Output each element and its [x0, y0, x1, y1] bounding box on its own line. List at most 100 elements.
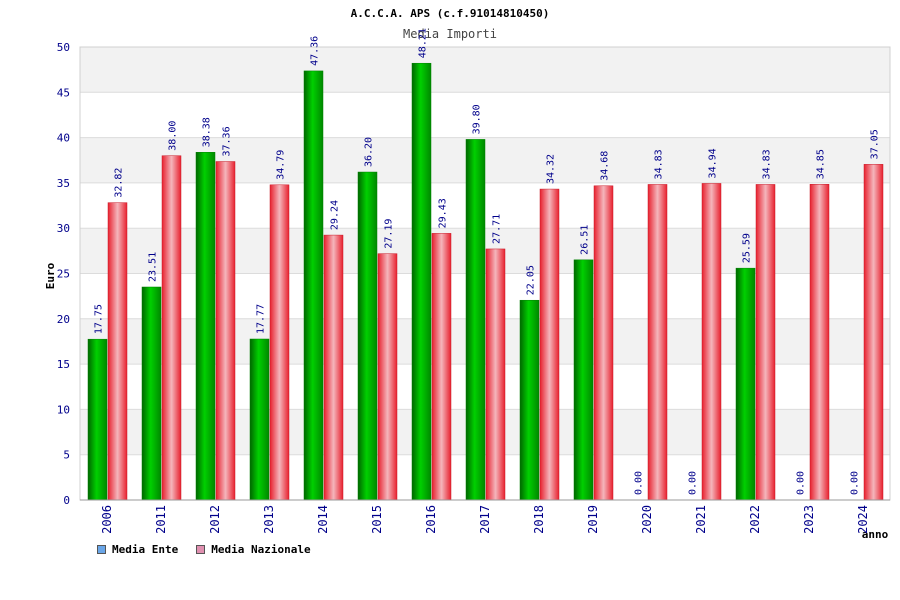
x-tick-label: 2014 [316, 505, 330, 534]
legend-item-media-ente: Media Ente [97, 543, 178, 556]
x-tick-label: 2017 [478, 505, 492, 534]
legend-label-media-nazionale: Media Nazionale [211, 543, 311, 556]
y-tick-label: 5 [63, 449, 70, 462]
x-tick-label: 2018 [532, 505, 546, 534]
legend-item-media-nazionale: Media Nazionale [196, 543, 311, 556]
bar-value-label: 48.21 [418, 28, 429, 58]
bar-media-ente [465, 139, 486, 501]
bar-value-labels: 17.75 32.82 23.51 38.00 38.38 37.36 17.77 34.79… [94, 28, 881, 495]
bar-value-label: 23.51 [148, 252, 159, 282]
bar-value-label: 27.19 [384, 219, 395, 249]
bar-value-label: 29.24 [330, 200, 341, 230]
x-tick-label: 2011 [154, 505, 168, 534]
bar-value-label: 34.68 [600, 151, 611, 181]
y-tick-label: 0 [63, 494, 70, 507]
bar-value-label: 34.79 [276, 150, 287, 180]
y-tick-label: 25 [57, 268, 70, 281]
bar-value-label: 27.71 [492, 214, 503, 244]
bar-value-label: 47.36 [310, 36, 321, 66]
bar-value-label: 34.94 [708, 148, 719, 178]
bar-media-nazionale [539, 188, 560, 501]
x-tick-label: 2020 [640, 505, 654, 534]
bar-media-ente [519, 299, 540, 501]
bar-value-label: 37.05 [870, 129, 881, 159]
bar-value-label: 22.05 [526, 265, 537, 295]
bar-media-ente [573, 259, 594, 501]
bar-value-label: 0.00 [796, 471, 807, 495]
x-tick-label: 2023 [802, 505, 816, 534]
bar-media-nazionale [323, 234, 344, 501]
y-tick-label: 35 [57, 177, 70, 190]
x-tick-label: 2021 [694, 505, 708, 534]
y-tick-label: 20 [57, 313, 70, 326]
bar-value-label: 0.00 [634, 471, 645, 495]
bar-media-nazionale [161, 155, 182, 501]
bar-value-label: 32.82 [114, 168, 125, 198]
bar-media-ente [195, 152, 216, 501]
x-tick-label: 2022 [748, 505, 762, 534]
x-tick-label: 2013 [262, 505, 276, 534]
y-tick-label: 10 [57, 403, 70, 416]
bar-media-nazionale [863, 164, 884, 501]
bar-media-nazionale [755, 184, 776, 501]
bar-media-nazionale [809, 184, 830, 501]
bar-value-label: 34.83 [654, 149, 665, 179]
bars [87, 62, 884, 501]
bar-value-label: 34.85 [816, 149, 827, 179]
bar-media-ente [87, 338, 108, 501]
bar-media-ente [249, 338, 270, 501]
bar-media-ente [357, 171, 378, 501]
x-axis-ticks: 2006 2011 2012 2013 2014 2015 2016 2017 2018 2019… [100, 505, 870, 534]
bar-value-label: 37.36 [222, 126, 233, 156]
chart-subtitle: Media Importi [403, 27, 497, 41]
bar-media-nazionale [107, 202, 128, 501]
bar-media-ente [411, 62, 432, 501]
bar-value-label: 0.00 [850, 471, 861, 495]
bar-value-label: 25.59 [742, 233, 753, 263]
x-tick-label: 2015 [370, 505, 384, 534]
bar-value-label: 17.75 [94, 304, 105, 334]
bar-value-label: 17.77 [256, 304, 267, 334]
bar-media-ente [735, 267, 756, 501]
bar-value-label: 29.43 [438, 198, 449, 228]
bar-value-label: 34.32 [546, 154, 557, 184]
y-tick-label: 40 [57, 132, 70, 145]
bar-value-label: 26.51 [580, 225, 591, 255]
bar-media-nazionale [269, 184, 290, 501]
chart-title: A.C.C.A. APS (c.f.91014810450) [351, 7, 550, 20]
bar-media-nazionale [431, 233, 452, 501]
y-axis-ticks: 0 5 10 15 20 25 30 35 40 45 50 [57, 41, 70, 507]
bar-media-nazionale [593, 185, 614, 501]
y-tick-label: 30 [57, 222, 70, 235]
bar-media-ente [303, 70, 324, 501]
bar-value-label: 38.00 [168, 121, 179, 151]
bar-media-nazionale [701, 183, 722, 501]
grid-band [80, 92, 890, 138]
y-tick-label: 15 [57, 358, 70, 371]
legend-label-media-ente: Media Ente [112, 543, 179, 556]
bar-media-nazionale [215, 161, 236, 501]
legend-swatch-media-nazionale [196, 545, 206, 554]
bar-value-label: 36.20 [364, 137, 375, 167]
bar-media-nazionale [647, 184, 668, 501]
legend-swatch-media-ente [97, 545, 106, 554]
x-tick-label: 2019 [586, 505, 600, 534]
x-tick-label: 2024 [856, 505, 870, 534]
bar-value-label: 39.80 [472, 104, 483, 134]
bar-media-nazionale [377, 253, 398, 501]
chart-legend: Media Ente Media Nazionale [97, 543, 311, 556]
x-tick-label: 2012 [208, 505, 222, 534]
y-tick-label: 45 [57, 86, 70, 99]
x-axis-label: anno [862, 528, 889, 541]
x-tick-label: 2006 [100, 505, 114, 534]
x-tick-label: 2016 [424, 505, 438, 534]
y-axis-label: Euro [44, 262, 57, 289]
y-tick-label: 50 [57, 41, 70, 54]
bar-value-label: 34.83 [762, 149, 773, 179]
bar-value-label: 0.00 [688, 471, 699, 495]
grid-band [80, 47, 890, 93]
bar-media-ente [141, 286, 162, 501]
bar-media-nazionale [485, 248, 506, 501]
bar-value-label: 38.38 [202, 117, 213, 147]
